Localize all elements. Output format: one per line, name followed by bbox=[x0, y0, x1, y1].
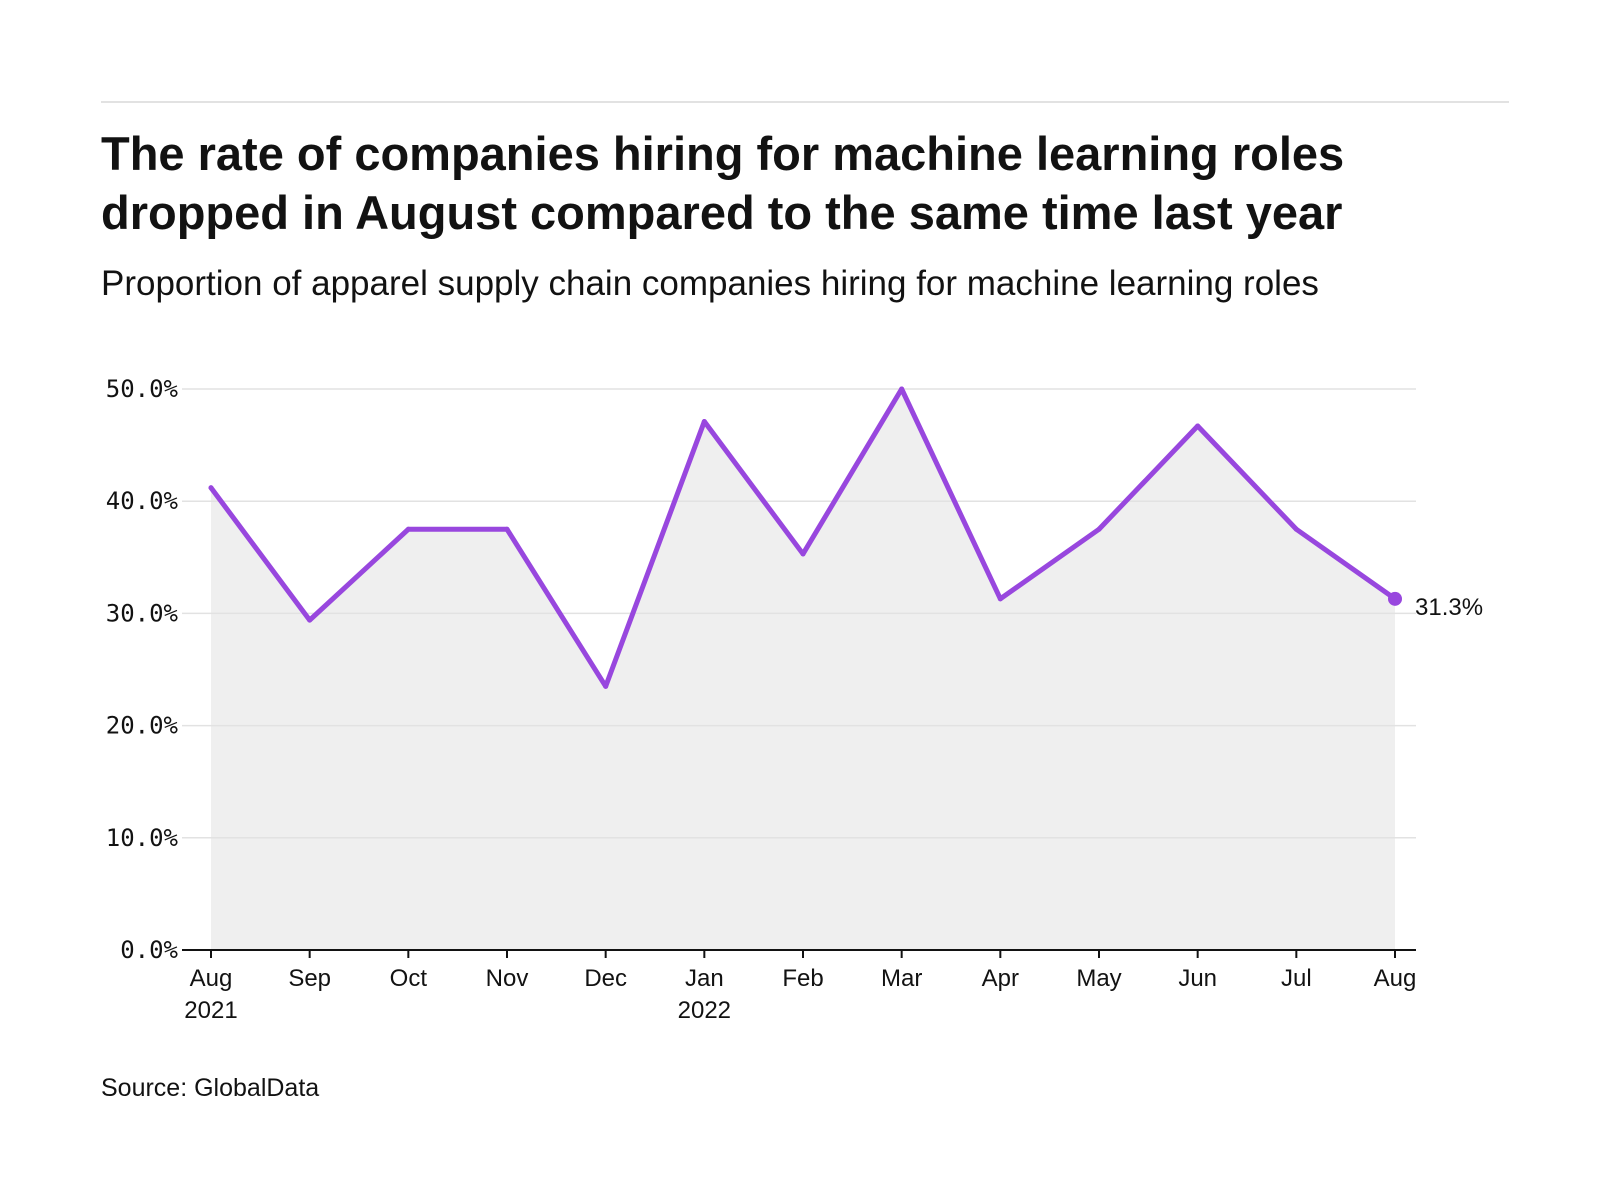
x-tick-label: Dec bbox=[584, 965, 627, 992]
data-point bbox=[1293, 526, 1299, 532]
data-point bbox=[405, 526, 411, 532]
area-fill bbox=[211, 389, 1395, 950]
data-point bbox=[1096, 526, 1102, 532]
x-tick-label: Aug bbox=[1374, 965, 1417, 992]
x-tick-label: May bbox=[1076, 965, 1121, 992]
data-point bbox=[997, 596, 1003, 602]
x-tick-label: Aug bbox=[190, 965, 233, 992]
top-divider bbox=[101, 101, 1509, 103]
data-point bbox=[701, 419, 707, 425]
x-tick-label: Feb bbox=[782, 965, 823, 992]
x-tick-year-label: 2021 bbox=[184, 997, 237, 1024]
x-tick-label: Jun bbox=[1178, 965, 1217, 992]
data-point bbox=[504, 526, 510, 532]
x-tick-label: Jan bbox=[685, 965, 724, 992]
x-tick-year-label: 2022 bbox=[678, 997, 731, 1024]
data-point bbox=[1195, 423, 1201, 429]
data-point bbox=[603, 683, 609, 689]
data-point bbox=[800, 551, 806, 557]
y-tick-label: 10.0% bbox=[106, 824, 179, 852]
chart-title: The rate of companies hiring for machine… bbox=[101, 127, 1345, 239]
x-tick-label: Nov bbox=[486, 965, 529, 992]
x-tick-label: Jul bbox=[1281, 965, 1312, 992]
y-tick-label: 40.0% bbox=[106, 487, 179, 515]
data-point bbox=[307, 617, 313, 623]
data-point bbox=[899, 386, 905, 392]
chart-subtitle: Proportion of apparel supply chain compa… bbox=[101, 264, 1319, 303]
x-tick-label: Mar bbox=[881, 965, 922, 992]
x-tick-label: Oct bbox=[390, 965, 428, 992]
x-tick-label: Sep bbox=[288, 965, 331, 992]
end-point-marker bbox=[1388, 591, 1402, 606]
y-tick-label: 0.0% bbox=[120, 936, 178, 964]
x-tick-label: Apr bbox=[982, 965, 1019, 992]
end-value-label: 31.3% bbox=[1415, 594, 1483, 621]
y-tick-label: 20.0% bbox=[106, 712, 179, 740]
data-point bbox=[208, 485, 214, 491]
source-note: Source: GlobalData bbox=[101, 1074, 320, 1102]
y-tick-label: 50.0% bbox=[106, 375, 179, 403]
y-tick-label: 30.0% bbox=[106, 599, 179, 627]
